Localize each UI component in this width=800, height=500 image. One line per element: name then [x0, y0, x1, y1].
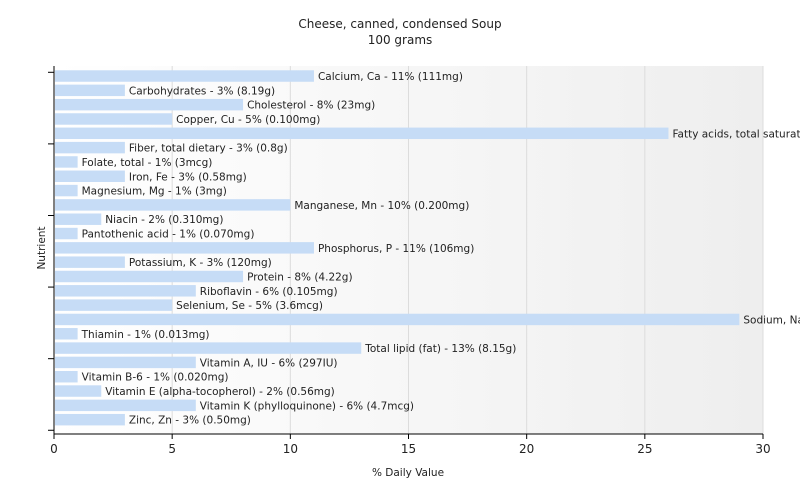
x-tick-label: 5	[168, 442, 176, 456]
bar-label: Zinc, Zn - 3% (0.50mg)	[129, 415, 251, 427]
bar-label: Calcium, Ca - 11% (111mg)	[318, 71, 463, 83]
bar	[55, 170, 125, 182]
bar	[55, 242, 314, 254]
bar	[55, 342, 362, 354]
bar	[55, 98, 244, 111]
chart-title: Cheese, canned, condensed Soup	[298, 17, 501, 31]
bar-label: Vitamin A, IU - 6% (297IU)	[200, 357, 338, 369]
bar-label: Selenium, Se - 5% (3.6mcg)	[176, 300, 323, 312]
bars-group: Calcium, Ca - 11% (111mg) Carbohydrates -…	[55, 70, 800, 427]
bar-label: Phosphorus, P - 11% (106mg)	[318, 243, 474, 255]
bar	[55, 199, 291, 211]
bar	[55, 270, 244, 283]
bar-label: Potassium, K - 3% (120mg)	[129, 257, 272, 269]
bar-label: Pantothenic acid - 1% (0.070mg)	[82, 229, 255, 241]
bar-label: Thiamin - 1% (0.013mg)	[81, 329, 210, 341]
bar	[55, 413, 125, 426]
bar-label: Magnesium, Mg - 1% (3mg)	[82, 186, 227, 198]
bar	[55, 356, 196, 369]
bar-label: Vitamin K (phylloquinone) - 6% (4.7mcg)	[200, 400, 414, 412]
bar-label: Riboflavin - 6% (0.105mg)	[200, 286, 338, 298]
axes-group: 0 5 10 15 20 25 30	[48, 66, 771, 456]
bar	[55, 156, 78, 168]
bar	[55, 213, 102, 225]
bar	[55, 70, 314, 82]
bar	[55, 113, 173, 125]
bar	[55, 313, 740, 326]
bar	[55, 299, 173, 311]
bar-label: Vitamin E (alpha-tocopherol) - 2% (0.56m…	[105, 386, 335, 398]
bar-label: Total lipid (fat) - 13% (8.15g)	[364, 343, 516, 355]
bar-label: Carbohydrates - 3% (8.19g)	[129, 85, 275, 97]
bar-label: Sodium, Na - 29% (693mg)	[743, 314, 800, 326]
bar-label: Iron, Fe - 3% (0.58mg)	[129, 171, 247, 183]
bar	[55, 370, 78, 383]
bar	[55, 328, 78, 340]
x-axis-title: % Daily Value	[372, 467, 444, 479]
bar	[55, 184, 78, 197]
chart-subtitle: 100 grams	[368, 33, 433, 47]
bar	[55, 285, 196, 297]
bar	[55, 256, 125, 268]
x-tick-label: 30	[755, 442, 770, 456]
x-tick-label: 10	[283, 442, 298, 456]
bar-label: Manganese, Mn - 10% (0.200mg)	[294, 200, 469, 212]
bar	[55, 127, 669, 140]
bar-label: Vitamin B-6 - 1% (0.020mg)	[82, 372, 229, 384]
x-tick-label: 0	[50, 442, 58, 456]
bar	[55, 141, 125, 154]
bar	[55, 84, 125, 97]
bar-label: Niacin - 2% (0.310mg)	[105, 214, 223, 226]
bar-label: Fatty acids, total saturated - 26% (5.19…	[672, 128, 800, 140]
bar-label: Fiber, total dietary - 3% (0.8g)	[129, 143, 288, 155]
y-axis-title: Nutrient	[36, 226, 48, 269]
bar	[55, 399, 196, 412]
bar-label: Folate, total - 1% (3mcg)	[82, 157, 213, 169]
bar	[55, 227, 78, 240]
x-tick-label: 15	[401, 442, 416, 456]
bar	[55, 385, 102, 397]
bar-label: Cholesterol - 8% (23mg)	[247, 100, 375, 112]
bar-label: Copper, Cu - 5% (0.100mg)	[176, 114, 320, 126]
bar-label: Protein - 8% (4.22g)	[247, 271, 353, 283]
x-tick-label: 20	[519, 442, 534, 456]
x-tick-label: 25	[637, 442, 652, 456]
